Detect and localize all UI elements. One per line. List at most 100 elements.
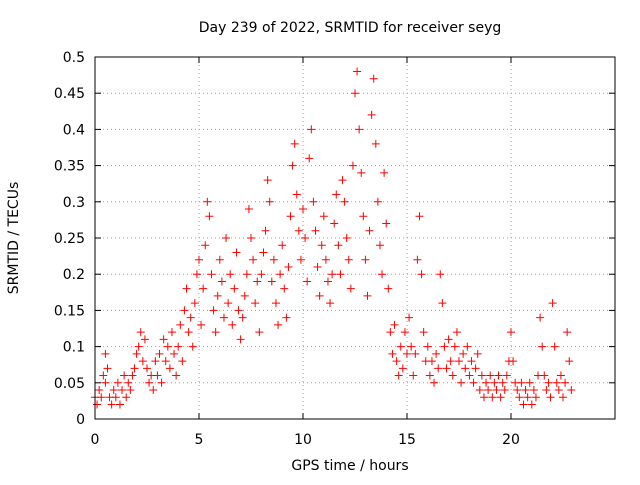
data-point bbox=[165, 364, 174, 373]
data-point bbox=[188, 342, 197, 351]
data-point bbox=[482, 378, 491, 387]
data-point bbox=[519, 400, 528, 409]
data-point bbox=[263, 176, 272, 185]
data-point bbox=[217, 277, 226, 286]
data-point bbox=[192, 270, 201, 279]
data-point bbox=[180, 306, 189, 315]
data-point bbox=[434, 364, 443, 373]
data-point bbox=[382, 219, 391, 228]
data-point bbox=[455, 357, 463, 366]
data-point bbox=[244, 205, 253, 214]
data-point bbox=[361, 255, 370, 264]
data-point bbox=[122, 393, 131, 402]
grid bbox=[95, 57, 615, 419]
data-point bbox=[531, 393, 540, 402]
data-point bbox=[288, 161, 297, 170]
data-point bbox=[307, 125, 316, 134]
data-point bbox=[153, 371, 162, 380]
data-point bbox=[294, 226, 303, 235]
data-point bbox=[159, 335, 168, 344]
data-points bbox=[91, 67, 576, 409]
data-point bbox=[477, 371, 486, 380]
data-point bbox=[353, 67, 362, 76]
data-point bbox=[128, 371, 137, 380]
data-point bbox=[396, 342, 405, 351]
data-point bbox=[538, 342, 547, 351]
data-point bbox=[274, 320, 283, 329]
data-point bbox=[97, 393, 106, 402]
data-point bbox=[120, 371, 129, 380]
data-point bbox=[323, 277, 332, 286]
data-point bbox=[155, 349, 164, 358]
x-tick-label: 0 bbox=[91, 432, 100, 448]
data-point bbox=[101, 378, 110, 387]
data-point bbox=[134, 342, 143, 351]
data-point bbox=[109, 386, 118, 395]
data-point bbox=[132, 349, 141, 358]
data-point bbox=[282, 313, 291, 322]
data-point bbox=[388, 349, 397, 358]
data-point bbox=[467, 357, 476, 366]
data-point bbox=[457, 378, 466, 387]
data-point bbox=[174, 342, 183, 351]
data-point bbox=[332, 190, 341, 199]
y-tick-label: 0 bbox=[76, 412, 85, 428]
data-point bbox=[548, 299, 557, 308]
data-point bbox=[167, 328, 176, 337]
data-point bbox=[170, 349, 179, 358]
data-point bbox=[442, 364, 451, 373]
data-point bbox=[448, 371, 457, 380]
data-point bbox=[359, 212, 368, 221]
data-point bbox=[559, 393, 567, 402]
data-point bbox=[417, 270, 426, 279]
data-point bbox=[546, 393, 555, 402]
data-point bbox=[492, 386, 501, 395]
data-point bbox=[498, 378, 507, 387]
data-point bbox=[124, 378, 133, 387]
data-point bbox=[157, 378, 166, 387]
data-point bbox=[130, 364, 139, 373]
y-tick-label: 0.4 bbox=[63, 122, 85, 138]
data-point bbox=[500, 386, 509, 395]
data-point bbox=[126, 386, 135, 395]
data-point bbox=[542, 386, 551, 395]
data-point bbox=[265, 197, 274, 206]
data-point bbox=[415, 212, 424, 221]
data-point bbox=[286, 212, 295, 221]
data-point bbox=[326, 299, 335, 308]
data-point bbox=[257, 270, 266, 279]
data-point bbox=[138, 357, 147, 366]
data-point bbox=[136, 328, 145, 337]
data-point bbox=[432, 349, 441, 358]
data-point bbox=[446, 357, 455, 366]
y-tick-label: 0.2 bbox=[63, 267, 85, 283]
data-point bbox=[509, 357, 518, 366]
data-point bbox=[111, 393, 120, 402]
data-point bbox=[238, 313, 247, 322]
data-point bbox=[107, 400, 116, 409]
data-point bbox=[371, 139, 380, 148]
data-point bbox=[228, 320, 237, 329]
data-point bbox=[209, 306, 218, 315]
y-tick-label: 0.3 bbox=[63, 195, 85, 211]
data-point bbox=[390, 320, 399, 329]
y-axis-label: SRMTID / TECUs bbox=[6, 182, 22, 295]
data-point bbox=[205, 212, 214, 221]
data-point bbox=[544, 378, 553, 387]
data-point bbox=[161, 357, 170, 366]
data-point bbox=[494, 371, 503, 380]
data-point bbox=[475, 386, 484, 395]
data-point bbox=[479, 393, 488, 402]
data-point bbox=[340, 197, 349, 206]
y-tick-label: 0.5 bbox=[63, 50, 85, 66]
data-point bbox=[182, 284, 191, 293]
data-point bbox=[423, 342, 432, 351]
data-point bbox=[471, 364, 480, 373]
data-point bbox=[550, 342, 559, 351]
data-point bbox=[465, 371, 474, 380]
data-point bbox=[540, 371, 549, 380]
data-point bbox=[95, 386, 104, 395]
data-point bbox=[299, 205, 307, 214]
data-point bbox=[384, 284, 393, 293]
data-point bbox=[411, 349, 420, 358]
